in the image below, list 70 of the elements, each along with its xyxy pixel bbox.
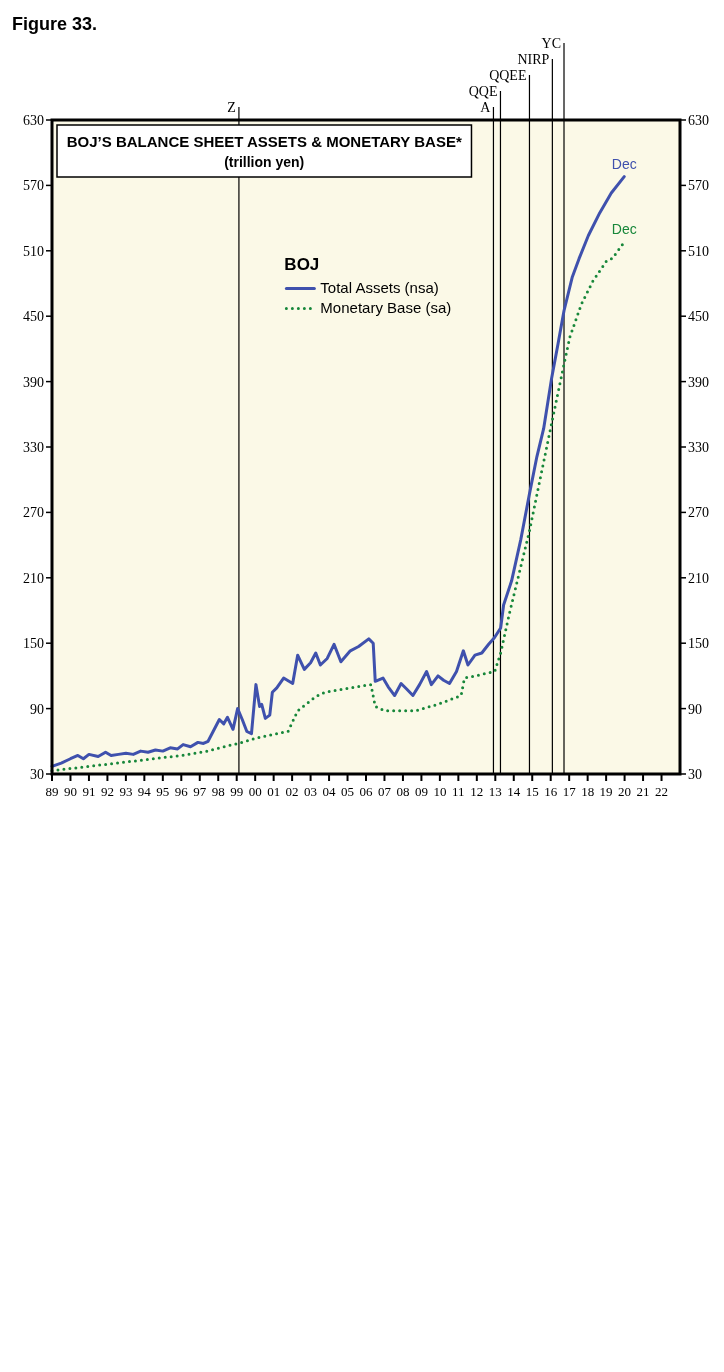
y2-tick-label: 510 xyxy=(688,243,709,259)
x-tick-label: 89 xyxy=(45,784,59,799)
caption: Figure 33. xyxy=(12,14,98,34)
y-tick-label: 90 xyxy=(30,701,44,717)
y2-tick-label: 90 xyxy=(688,701,702,717)
x-tick-label: 21 xyxy=(636,784,650,799)
ref-line-label: Z xyxy=(227,100,236,115)
x-tick-label: 96 xyxy=(174,784,189,799)
x-tick-label: 94 xyxy=(137,784,152,799)
x-tick-label: 22 xyxy=(655,784,669,799)
x-tick-label: 92 xyxy=(100,784,114,799)
x-tick-label: 90 xyxy=(63,784,77,799)
ref-line-label: A xyxy=(480,100,492,115)
x-tick-label: 93 xyxy=(119,784,133,799)
x-tick-label: 08 xyxy=(396,784,410,799)
x-tick-label: 03 xyxy=(304,784,318,799)
x-tick-label: 20 xyxy=(618,784,632,799)
y-tick-label: 450 xyxy=(23,309,44,325)
ref-line-label: QQEE xyxy=(489,68,527,83)
legend-label: Monetary Base (sa) xyxy=(320,299,452,317)
annotation: Dec xyxy=(611,221,637,238)
text: BOJ’S BALANCE SHEET ASSETS & MONETARY BASE* xyxy=(66,133,462,150)
x-tick-label: 18 xyxy=(581,784,595,799)
y2-tick-label: 270 xyxy=(688,505,709,521)
x-tick-label: 14 xyxy=(507,784,521,799)
x-tick-label: 19 xyxy=(599,784,613,799)
ref-line-label: NIRP xyxy=(517,52,550,67)
x-tick-label: 12 xyxy=(470,784,484,799)
y-tick-label: 570 xyxy=(23,178,44,194)
x-tick-label: 00 xyxy=(248,784,262,799)
x-tick-label: 16 xyxy=(544,784,558,799)
y-tick-label: 330 xyxy=(23,440,44,455)
x-tick-label: 91 xyxy=(82,784,96,799)
ref-line-label: YC xyxy=(541,36,561,51)
x-tick-label: 99 xyxy=(230,784,244,799)
x-tick-label: 11 xyxy=(452,784,465,799)
y2-tick-label: 570 xyxy=(688,178,709,194)
x-tick-label: 02 xyxy=(285,784,299,799)
y-tick-label: 390 xyxy=(23,374,44,390)
x-tick-label: 06 xyxy=(359,784,373,799)
y2-tick-label: 390 xyxy=(688,374,709,390)
x-tick-label: 09 xyxy=(414,784,428,799)
x-tick-label: 98 xyxy=(211,784,225,799)
ref-line-label: QQE xyxy=(468,84,498,99)
x-tick-label: 13 xyxy=(488,784,502,799)
y2-tick-label: 630 xyxy=(688,113,709,128)
x-tick-label: 15 xyxy=(525,784,539,799)
x-tick-label: 97 xyxy=(193,784,207,799)
x-tick-label: 01 xyxy=(267,784,281,799)
legend-label: Total Assets (nsa) xyxy=(320,279,439,297)
x-tick-label: 04 xyxy=(322,784,337,799)
y-tick-label: 630 xyxy=(23,113,44,128)
x-tick-label: 95 xyxy=(156,784,170,799)
y-tick-label: 270 xyxy=(23,505,44,521)
y-tick-label: 30 xyxy=(30,767,44,782)
y-tick-label: 150 xyxy=(23,636,44,652)
text: (trillion yen) xyxy=(224,154,305,170)
y2-tick-label: 150 xyxy=(688,636,709,652)
y2-tick-label: 330 xyxy=(688,440,709,455)
legend-title: BOJ xyxy=(284,255,320,275)
y-tick-label: 210 xyxy=(23,570,44,586)
y2-tick-label: 450 xyxy=(688,309,709,325)
annotation: Dec xyxy=(611,155,637,172)
y2-tick-label: 210 xyxy=(688,570,709,586)
x-tick-label: 17 xyxy=(562,784,577,799)
y2-tick-label: 30 xyxy=(688,767,702,782)
y-tick-label: 510 xyxy=(23,243,44,259)
x-tick-label: 10 xyxy=(433,784,447,799)
x-tick-label: 07 xyxy=(377,784,392,799)
x-tick-label: 05 xyxy=(341,784,355,799)
